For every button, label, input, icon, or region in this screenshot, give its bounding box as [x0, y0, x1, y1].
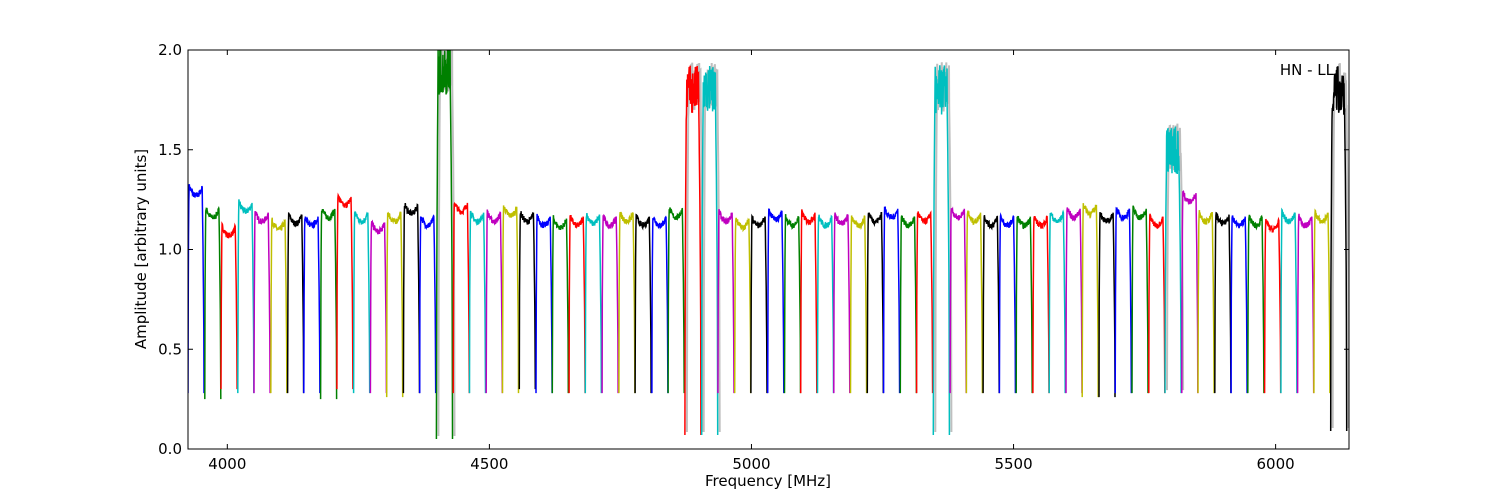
series-line-65	[1263, 216, 1282, 394]
series-line-67	[1296, 213, 1315, 394]
series-line-34	[750, 213, 768, 394]
series-line-33	[733, 217, 752, 394]
series-line-2	[220, 221, 238, 390]
y-tick-label: 2.0	[158, 41, 182, 59]
series-line-24	[584, 213, 603, 394]
series-line-22	[551, 215, 570, 394]
series-line-41	[866, 211, 885, 394]
series-line-32	[717, 209, 735, 394]
series-line-8	[319, 208, 338, 400]
series-line-63	[1230, 215, 1248, 394]
series-line-16	[452, 202, 471, 394]
x-tick-label: 4000	[208, 455, 246, 473]
series-line-38	[816, 214, 835, 394]
series-line-29	[667, 207, 685, 394]
series-line-66	[1280, 207, 1298, 394]
series-line-25	[601, 213, 619, 394]
series-line-46	[949, 206, 967, 394]
series-line-51	[1032, 215, 1050, 394]
series-line-60	[1181, 190, 1199, 394]
series-line-3	[237, 199, 255, 394]
x-tick-label: 5500	[994, 455, 1032, 473]
series-line-20	[518, 211, 537, 390]
series-line-40	[849, 215, 868, 394]
x-tick-label: 4500	[470, 455, 508, 473]
series-line-37	[799, 209, 818, 394]
series-line-19	[501, 205, 520, 394]
series-line-10	[352, 210, 371, 394]
series-line-1	[204, 205, 222, 400]
series-line-11	[369, 219, 388, 394]
series-line-47	[965, 210, 984, 394]
series-line-7	[303, 216, 321, 394]
series-line-44	[915, 210, 934, 394]
x-axis-label: Frequency [MHz]	[705, 472, 831, 490]
y-tick-label: 0.0	[158, 440, 182, 458]
series-line-14	[418, 214, 437, 394]
y-tick-label: 1.0	[158, 241, 182, 259]
series-line-42	[882, 206, 901, 394]
series-line-39	[833, 212, 851, 394]
ticks-layer: 4000 4500 5000 5500 6000 0.0 0.5 1.0 1.5 2.0	[158, 41, 1349, 473]
series-line-23	[568, 214, 586, 394]
series-line-36	[783, 214, 802, 394]
series-line-13	[402, 202, 421, 394]
series-line-53	[1065, 207, 1083, 394]
series-line-4	[253, 210, 271, 394]
series-line-59	[1164, 126, 1182, 394]
series-line-68	[1313, 208, 1331, 394]
series-line-27	[634, 213, 652, 394]
series-line-48	[982, 214, 1000, 394]
series-line-45	[932, 65, 951, 436]
x-tick-label: 6000	[1257, 455, 1295, 473]
chart-annotation: HN - LL	[1280, 61, 1335, 79]
series-line-56	[1114, 206, 1133, 394]
series-line-15	[435, 50, 454, 440]
series-line-0	[188, 184, 205, 394]
reference-trace-45	[934, 62, 953, 433]
series-line-28	[651, 215, 669, 394]
series-line-31	[700, 65, 719, 436]
series-line-49	[998, 212, 1017, 394]
series-line-57	[1131, 205, 1149, 394]
x-tick-label: 5000	[732, 455, 770, 473]
series-line-43	[899, 215, 918, 394]
series-line-61	[1197, 210, 1215, 394]
series-line-6	[286, 212, 305, 394]
series-line-54	[1081, 203, 1099, 398]
series-line-64	[1247, 214, 1265, 394]
series-line-26	[618, 211, 636, 394]
series-line-58	[1148, 213, 1166, 394]
series-line-12	[385, 211, 404, 398]
series-line-50	[1015, 215, 1033, 394]
series-line-69	[1329, 66, 1348, 432]
series-line-21	[535, 213, 553, 394]
series-line-35	[766, 208, 785, 394]
series-line-17	[468, 210, 487, 394]
y-tick-label: 1.5	[158, 141, 182, 159]
y-axis-label: Amplitude [arbitrary units]	[132, 149, 150, 349]
series-line-5	[270, 217, 288, 394]
series-line-52	[1048, 209, 1066, 394]
series-line-30	[684, 65, 702, 436]
series-line-18	[485, 209, 504, 394]
series-line-9	[336, 192, 354, 390]
y-tick-label: 0.5	[158, 340, 182, 358]
series-layer	[188, 50, 1349, 440]
series-line-55	[1098, 212, 1116, 398]
series-line-62	[1214, 211, 1232, 394]
